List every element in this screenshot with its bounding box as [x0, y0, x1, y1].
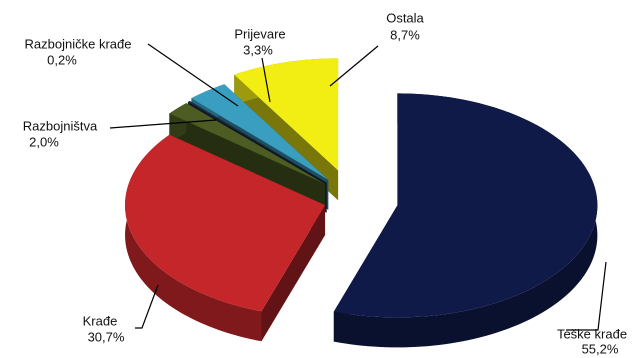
- leader-line: [135, 284, 159, 329]
- slice-label: Ostala: [386, 10, 424, 25]
- slice-label: Razbojničke krađe: [25, 36, 132, 51]
- slice-label: Teške krađe: [557, 326, 627, 341]
- slice-edge: [261, 205, 326, 342]
- leader-line: [147, 43, 239, 107]
- slice-label: Razbojništva: [23, 118, 98, 133]
- slice: [125, 134, 326, 312]
- value-label: 55,2%: [582, 341, 619, 356]
- slice: [187, 101, 327, 183]
- value-label: 3,3%: [243, 42, 273, 57]
- value-label: 8,7%: [390, 27, 420, 42]
- slice-label: Krađe: [83, 313, 118, 328]
- slice: [169, 103, 325, 184]
- slice-side: [125, 134, 262, 342]
- leader-line: [109, 119, 217, 129]
- leader-line: [329, 45, 379, 87]
- slice: [234, 58, 339, 171]
- leader-line: [261, 57, 271, 103]
- slice-side: [333, 93, 598, 348]
- slice-label: Prijevare: [234, 26, 285, 41]
- value-label: 2,0%: [29, 134, 59, 149]
- value-label: 0,2%: [47, 52, 77, 67]
- slice: [191, 84, 329, 180]
- leader-line: [566, 261, 607, 331]
- slice: [333, 93, 598, 318]
- value-label: 30,7%: [88, 329, 125, 344]
